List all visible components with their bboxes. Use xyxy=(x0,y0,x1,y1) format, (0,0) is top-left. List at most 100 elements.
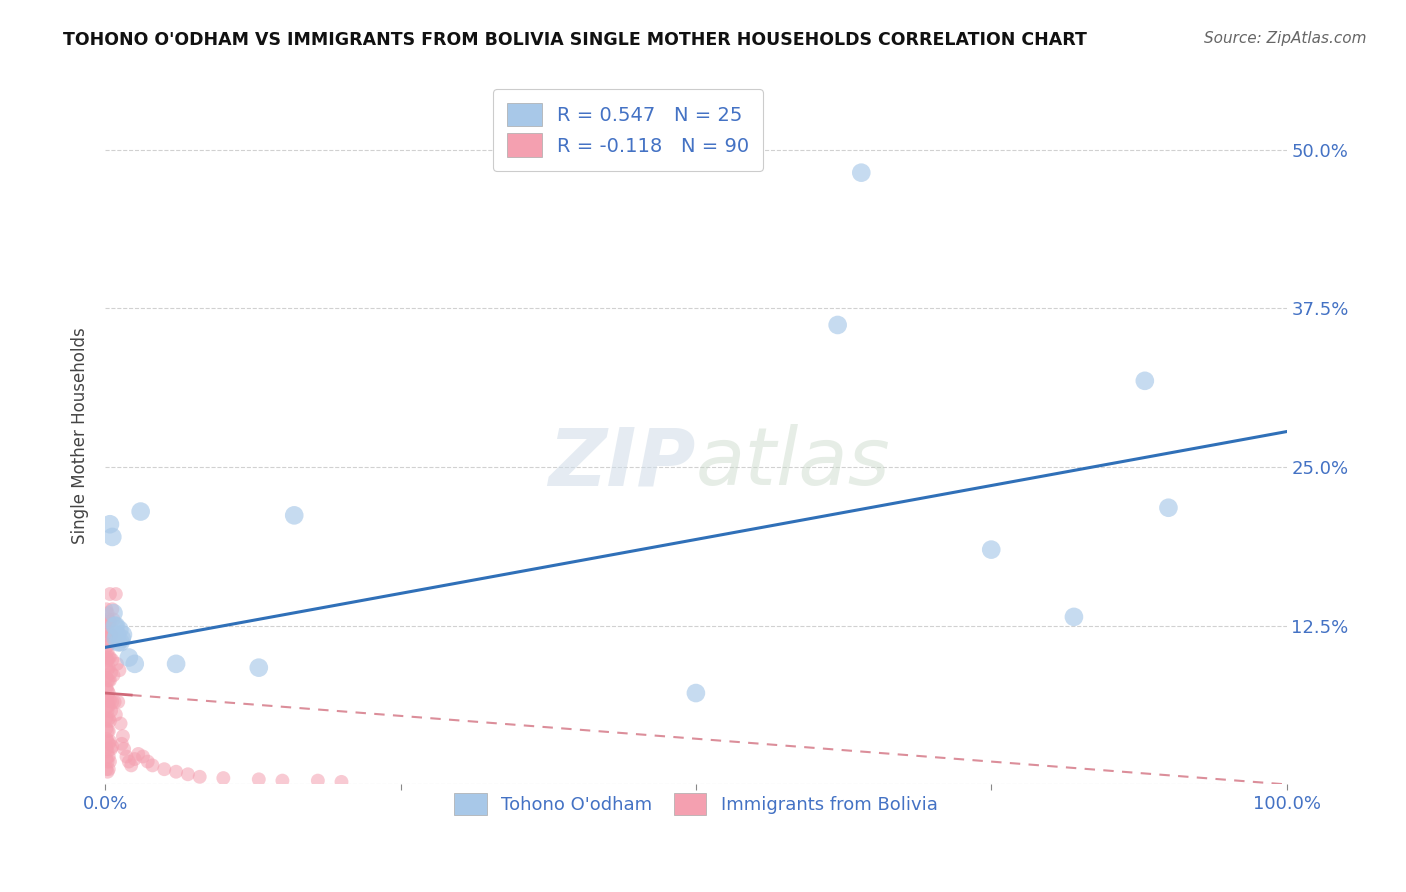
Point xyxy=(98,755,121,769)
Point xyxy=(97,663,120,677)
Point xyxy=(111,737,134,751)
Point xyxy=(97,625,120,640)
Point xyxy=(101,602,124,616)
Point xyxy=(96,701,118,715)
Point xyxy=(97,638,120,652)
Point xyxy=(980,542,1002,557)
Point xyxy=(103,606,125,620)
Point xyxy=(107,635,129,649)
Point xyxy=(97,749,120,764)
Point xyxy=(129,504,152,518)
Point xyxy=(98,673,121,688)
Point xyxy=(101,695,124,709)
Point xyxy=(96,711,118,725)
Point xyxy=(96,722,118,736)
Point xyxy=(96,650,118,665)
Point xyxy=(96,762,118,776)
Point xyxy=(120,758,142,772)
Point xyxy=(111,632,134,646)
Point xyxy=(110,716,132,731)
Point xyxy=(97,762,120,776)
Point xyxy=(124,657,146,671)
Point xyxy=(97,755,120,769)
Point xyxy=(97,711,120,725)
Point xyxy=(127,747,149,761)
Text: TOHONO O'ODHAM VS IMMIGRANTS FROM BOLIVIA SINGLE MOTHER HOUSEHOLDS CORRELATION C: TOHONO O'ODHAM VS IMMIGRANTS FROM BOLIVI… xyxy=(63,31,1087,49)
Point xyxy=(827,318,849,332)
Point xyxy=(165,764,187,779)
Point xyxy=(96,731,118,746)
Point xyxy=(97,653,120,667)
Point xyxy=(97,673,120,688)
Point xyxy=(1133,374,1156,388)
Point xyxy=(103,668,125,682)
Point xyxy=(104,707,127,722)
Point xyxy=(97,734,120,748)
Point xyxy=(101,530,124,544)
Point xyxy=(96,660,118,674)
Point xyxy=(97,737,120,751)
Point xyxy=(283,508,305,523)
Text: ZIP: ZIP xyxy=(548,425,696,502)
Point xyxy=(100,665,122,680)
Point xyxy=(96,752,118,766)
Point xyxy=(108,663,131,677)
Point xyxy=(97,698,120,713)
Point xyxy=(97,660,120,674)
Point xyxy=(271,773,294,788)
Point xyxy=(132,749,155,764)
Point xyxy=(1063,610,1085,624)
Point xyxy=(97,686,120,700)
Legend: Tohono O'odham, Immigrants from Bolivia: Tohono O'odham, Immigrants from Bolivia xyxy=(446,784,946,824)
Point xyxy=(307,773,329,788)
Point xyxy=(96,681,118,695)
Point xyxy=(330,775,353,789)
Point xyxy=(112,742,135,756)
Point xyxy=(118,650,141,665)
Point xyxy=(96,742,118,756)
Point xyxy=(104,632,127,646)
Point xyxy=(96,615,118,629)
Point xyxy=(153,762,176,776)
Point xyxy=(212,771,235,785)
Point xyxy=(97,644,120,658)
Point xyxy=(685,686,707,700)
Point xyxy=(247,772,270,787)
Point xyxy=(96,640,118,655)
Point xyxy=(108,623,131,637)
Point xyxy=(97,724,120,739)
Point xyxy=(111,628,134,642)
Point xyxy=(97,650,120,665)
Point xyxy=(97,612,120,626)
Point xyxy=(118,755,141,769)
Point xyxy=(104,587,127,601)
Point xyxy=(104,632,127,646)
Point xyxy=(247,660,270,674)
Point xyxy=(97,606,120,620)
Point xyxy=(101,739,124,754)
Text: Source: ZipAtlas.com: Source: ZipAtlas.com xyxy=(1204,31,1367,46)
Point xyxy=(177,767,200,781)
Point xyxy=(103,612,125,626)
Point xyxy=(101,653,124,667)
Point xyxy=(98,650,121,665)
Point xyxy=(110,635,132,649)
Point xyxy=(97,714,120,728)
Point xyxy=(98,587,121,601)
Point xyxy=(141,758,163,772)
Point xyxy=(98,714,121,728)
Point xyxy=(97,673,120,688)
Point xyxy=(98,517,121,532)
Point xyxy=(107,695,129,709)
Point xyxy=(104,619,127,633)
Point xyxy=(104,695,127,709)
Point xyxy=(100,628,122,642)
Point xyxy=(105,628,128,642)
Point xyxy=(97,683,120,698)
Point xyxy=(97,764,120,779)
Point xyxy=(96,671,118,685)
Point xyxy=(96,628,118,642)
Point xyxy=(105,657,128,671)
Point xyxy=(98,615,121,629)
Point xyxy=(136,755,159,769)
